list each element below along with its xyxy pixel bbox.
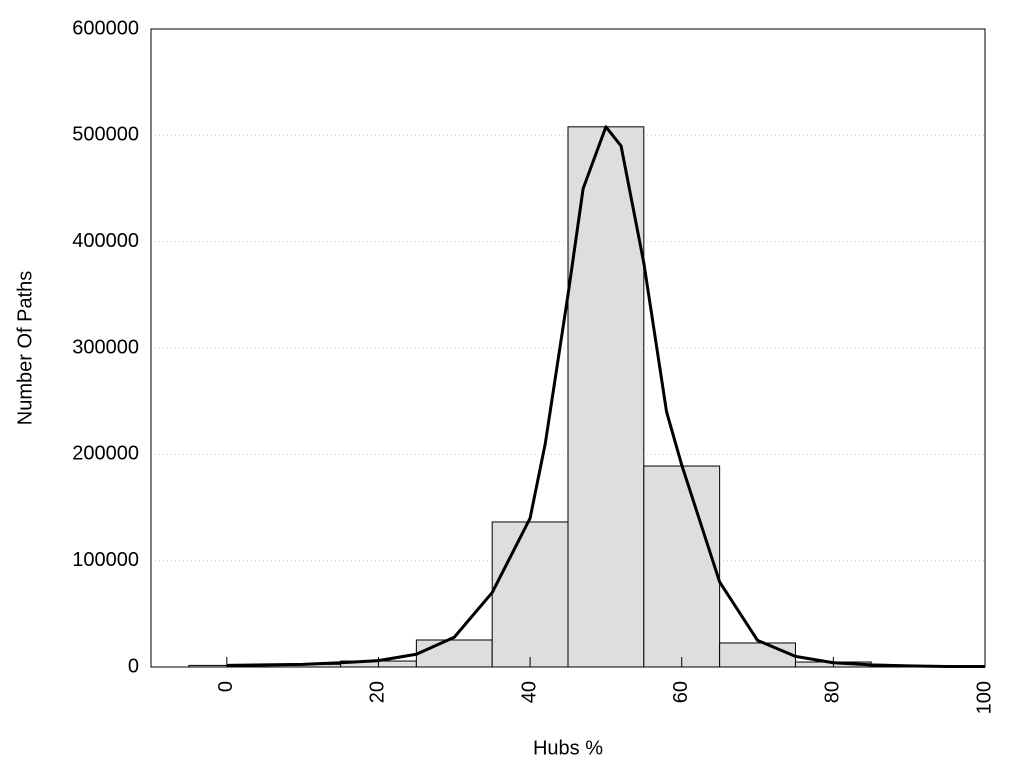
y-tick-label: 0 — [128, 655, 139, 677]
bar — [643, 465, 721, 668]
y-tick-label: 400000 — [72, 230, 139, 252]
x-tick-label: 60 — [670, 681, 692, 703]
curve — [226, 125, 985, 668]
y-tick-label: 200000 — [72, 443, 139, 465]
bar — [491, 521, 569, 668]
x-tick-label: 80 — [822, 681, 844, 703]
y-tick-label: 600000 — [72, 17, 139, 39]
y-tick-label: 500000 — [72, 124, 139, 146]
bar — [415, 639, 493, 668]
y-axis-label: Number Of Paths — [14, 271, 36, 426]
y-tick-label: 100000 — [72, 549, 139, 571]
x-tick-label: 0 — [215, 681, 237, 692]
x-tick-label: 20 — [367, 681, 389, 703]
bar — [719, 642, 796, 668]
x-tick-label: 40 — [518, 681, 540, 703]
y-tick-label: 300000 — [72, 336, 139, 358]
x-tick-label: 100 — [973, 681, 995, 714]
plot-frame — [150, 28, 986, 668]
x-axis-label: Hubs % — [533, 737, 603, 759]
